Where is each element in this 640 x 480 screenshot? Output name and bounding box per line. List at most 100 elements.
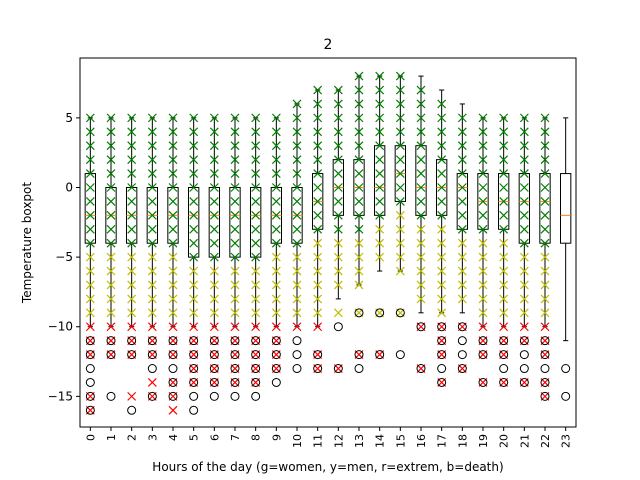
x-marker [416, 210, 426, 220]
x-marker [313, 252, 323, 262]
flier-point [147, 336, 157, 346]
x-marker [333, 169, 343, 178]
x-marker [457, 238, 467, 248]
x-marker [395, 183, 405, 192]
x-marker [85, 294, 95, 304]
x-marker [354, 196, 364, 206]
x-marker [540, 322, 550, 332]
x-marker [209, 308, 219, 318]
flier-point [168, 350, 178, 360]
flier-point [271, 377, 281, 387]
x-tick-label: 4 [167, 434, 180, 441]
x-marker [189, 252, 199, 262]
x-marker [251, 294, 261, 304]
x-marker [85, 252, 95, 262]
x-marker [271, 252, 281, 262]
x-marker [230, 141, 240, 151]
x-marker [437, 141, 447, 151]
x-marker [540, 196, 550, 206]
x-marker [478, 113, 488, 123]
x-tick-label: 18 [456, 434, 469, 448]
flier-point [395, 308, 405, 318]
flier-point [540, 377, 550, 387]
x-marker [271, 322, 281, 332]
x-marker [333, 155, 343, 165]
x-marker [499, 169, 509, 178]
x-tick-label: 20 [498, 434, 511, 448]
flier-point [209, 391, 219, 401]
x-marker [499, 196, 509, 206]
x-marker [292, 183, 302, 192]
x-marker [519, 294, 529, 304]
x-marker [499, 308, 509, 318]
x-marker [251, 183, 261, 192]
x-marker [313, 155, 323, 165]
flier-point [354, 350, 364, 360]
x-marker [230, 224, 240, 234]
x-tick-label: 16 [415, 434, 428, 448]
flier-point [437, 350, 447, 360]
x-marker [416, 113, 426, 123]
flier-point [561, 391, 571, 401]
x-marker [292, 210, 302, 220]
flier-point [271, 350, 281, 360]
x-marker [478, 196, 488, 206]
x-marker [333, 127, 343, 137]
x-marker [313, 294, 323, 304]
x-marker [147, 322, 157, 332]
x-marker [106, 294, 116, 304]
x-marker [271, 155, 281, 165]
x-marker [168, 280, 178, 290]
x-marker [313, 141, 323, 151]
x-tick-label: 2 [126, 434, 139, 441]
flier-point [209, 350, 219, 360]
x-marker [416, 224, 426, 234]
x-marker [292, 99, 302, 109]
x-marker [416, 266, 426, 276]
x-marker [354, 99, 364, 109]
x-marker [189, 113, 199, 123]
x-marker [189, 169, 199, 178]
x-marker [478, 224, 488, 234]
x-marker [313, 322, 323, 332]
x-marker [375, 155, 385, 165]
x-marker [499, 224, 509, 234]
flier-point [313, 350, 323, 360]
x-marker [147, 308, 157, 318]
fliers-group [85, 308, 571, 415]
flier-point [375, 308, 385, 318]
x-marker [147, 224, 157, 234]
x-marker [457, 294, 467, 304]
x-tick-label: 14 [374, 434, 387, 448]
flier-point [519, 336, 529, 346]
x-marker [437, 155, 447, 165]
flier-point [478, 377, 488, 387]
x-marker [313, 280, 323, 290]
x-axis-label: Hours of the day (g=women, y=men, r=extr… [152, 460, 503, 474]
x-marker [127, 183, 137, 192]
x-marker [127, 196, 137, 206]
x-marker [395, 224, 405, 234]
x-marker [540, 155, 550, 165]
x-marker [271, 169, 281, 178]
x-marker [354, 252, 364, 262]
x-marker [271, 280, 281, 290]
x-marker [519, 322, 529, 332]
x-marker [168, 238, 178, 248]
x-marker [540, 183, 550, 192]
flier-point [499, 350, 509, 360]
x-marker [147, 127, 157, 137]
x-marker [147, 280, 157, 290]
x-marker [395, 113, 405, 123]
x-marker [230, 169, 240, 178]
x-marker [127, 266, 137, 276]
x-marker [251, 169, 261, 178]
x-marker [375, 183, 385, 192]
flier-point [271, 364, 281, 374]
x-marker [395, 99, 405, 109]
x-marker [127, 391, 137, 401]
x-marker [127, 127, 137, 137]
x-marker [147, 155, 157, 165]
